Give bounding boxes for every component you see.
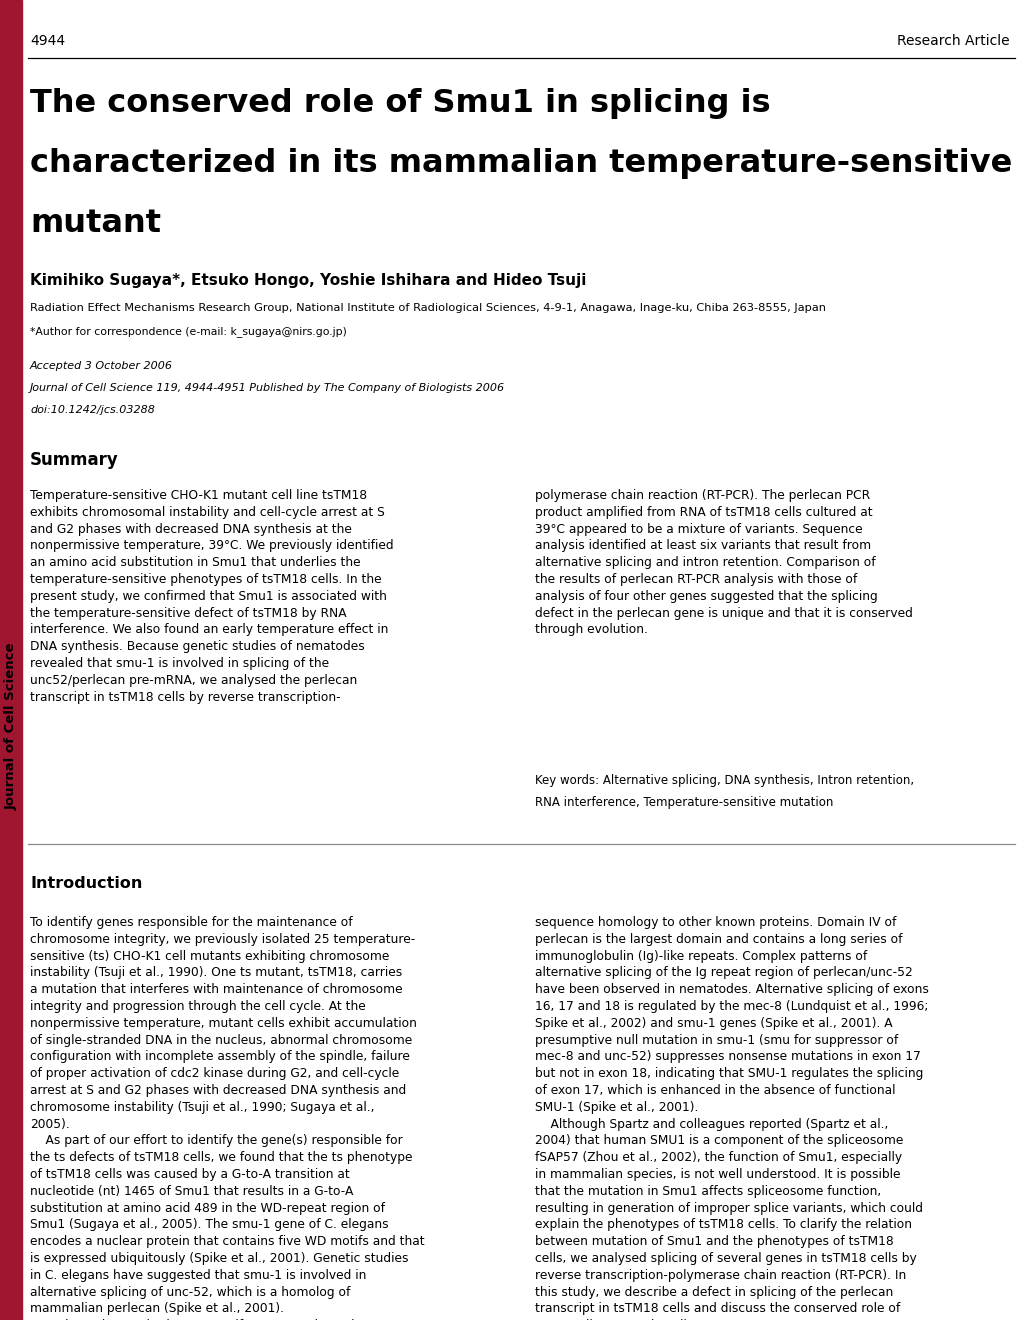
Text: Journal of Cell Science: Journal of Cell Science xyxy=(4,643,17,809)
Text: Research Article: Research Article xyxy=(897,34,1009,48)
Text: 4944: 4944 xyxy=(30,34,65,48)
Text: Key words: Alternative splicing, DNA synthesis, Intron retention,: Key words: Alternative splicing, DNA syn… xyxy=(535,774,913,787)
Text: RNA interference, Temperature-sensitive mutation: RNA interference, Temperature-sensitive … xyxy=(535,796,833,809)
Text: doi:10.1242/jcs.03288: doi:10.1242/jcs.03288 xyxy=(30,405,155,414)
Text: Introduction: Introduction xyxy=(30,876,143,891)
Text: Radiation Effect Mechanisms Research Group, National Institute of Radiological S: Radiation Effect Mechanisms Research Gro… xyxy=(30,304,825,313)
Text: sequence homology to other known proteins. Domain IV of
perlecan is the largest : sequence homology to other known protein… xyxy=(535,916,928,1320)
Text: Kimihiko Sugaya*, Etsuko Hongo, Yoshie Ishihara and Hideo Tsuji: Kimihiko Sugaya*, Etsuko Hongo, Yoshie I… xyxy=(30,273,586,288)
Text: characterized in its mammalian temperature-sensitive: characterized in its mammalian temperatu… xyxy=(30,148,1011,180)
Text: To identify genes responsible for the maintenance of
chromosome integrity, we pr: To identify genes responsible for the ma… xyxy=(30,916,424,1320)
Text: mutant: mutant xyxy=(30,209,161,239)
Text: Accepted 3 October 2006: Accepted 3 October 2006 xyxy=(30,360,173,371)
Text: polymerase chain reaction (RT-PCR). The perlecan PCR
product amplified from RNA : polymerase chain reaction (RT-PCR). The … xyxy=(535,488,912,636)
Text: Summary: Summary xyxy=(30,451,118,469)
Text: *Author for correspondence (e-mail: k_sugaya@nirs.go.jp): *Author for correspondence (e-mail: k_su… xyxy=(30,326,346,337)
Text: Journal of Cell Science 119, 4944-4951 Published by The Company of Biologists 20: Journal of Cell Science 119, 4944-4951 P… xyxy=(30,383,504,393)
Text: The conserved role of Smu1 in splicing is: The conserved role of Smu1 in splicing i… xyxy=(30,88,770,119)
Text: Temperature-sensitive CHO-K1 mutant cell line tsTM18
exhibits chromosomal instab: Temperature-sensitive CHO-K1 mutant cell… xyxy=(30,488,393,704)
Bar xyxy=(0,0,22,1320)
